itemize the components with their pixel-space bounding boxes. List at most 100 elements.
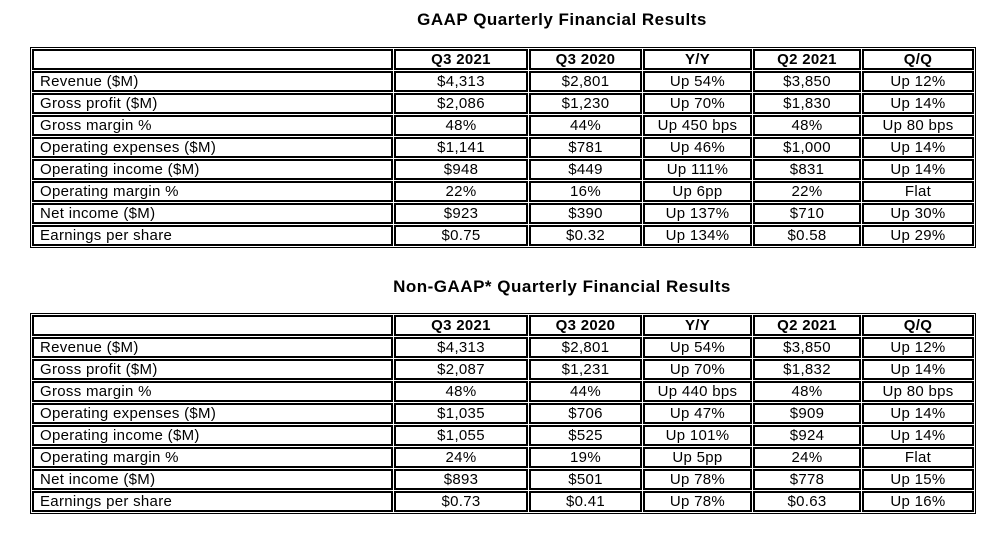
cell-value: Up 101% bbox=[643, 425, 752, 446]
cell-value: $0.58 bbox=[753, 225, 861, 246]
cell-value: $1,230 bbox=[529, 93, 642, 114]
table-row: Operating income ($M) $1,055 $525 Up 101% $9… bbox=[32, 425, 974, 446]
cell-value: 44% bbox=[529, 115, 642, 136]
cell-value: Up 12% bbox=[862, 71, 974, 92]
header-row: Q3 2021 Q3 2020 Y/Y Q2 2021 Q/Q bbox=[32, 315, 974, 336]
cell-value: $1,231 bbox=[529, 359, 642, 380]
cell-value: $0.32 bbox=[529, 225, 642, 246]
table-row: Net income ($M) $893 $501 Up 78% $778 Up 15% bbox=[32, 469, 974, 490]
cell-value: $1,055 bbox=[394, 425, 528, 446]
cell-value: 48% bbox=[394, 115, 528, 136]
cell-value: $390 bbox=[529, 203, 642, 224]
column-header: Q3 2020 bbox=[529, 315, 642, 336]
cell-value: $4,313 bbox=[394, 337, 528, 358]
row-label: Gross margin % bbox=[32, 115, 393, 136]
table-row: Revenue ($M) $4,313 $2,801 Up 54% $3,850 Up 1… bbox=[32, 337, 974, 358]
column-header: Q3 2021 bbox=[394, 315, 528, 336]
column-header: Q/Q bbox=[862, 315, 974, 336]
cell-value: $525 bbox=[529, 425, 642, 446]
cell-value: $0.41 bbox=[529, 491, 642, 512]
table-row: Gross profit ($M) $2,086 $1,230 Up 70% $1,83… bbox=[32, 93, 974, 114]
cell-value: Up 70% bbox=[643, 93, 752, 114]
cell-value: $909 bbox=[753, 403, 861, 424]
cell-value: Up 54% bbox=[643, 337, 752, 358]
row-label-header bbox=[32, 315, 393, 336]
cell-value: Up 47% bbox=[643, 403, 752, 424]
row-label: Earnings per share bbox=[32, 491, 393, 512]
row-label: Operating margin % bbox=[32, 447, 393, 468]
cell-value: $2,087 bbox=[394, 359, 528, 380]
table-row: Gross margin % 48% 44% Up 450 bps 48% Up 80 b… bbox=[32, 115, 974, 136]
table-row: Gross profit ($M) $2,087 $1,231 Up 70% $1,83… bbox=[32, 359, 974, 380]
cell-value: Up 29% bbox=[862, 225, 974, 246]
cell-value: Up 12% bbox=[862, 337, 974, 358]
cell-value: Up 70% bbox=[643, 359, 752, 380]
cell-value: $1,832 bbox=[753, 359, 861, 380]
row-label: Revenue ($M) bbox=[32, 71, 393, 92]
cell-value: Up 30% bbox=[862, 203, 974, 224]
cell-value: Up 450 bps bbox=[643, 115, 752, 136]
row-label: Operating margin % bbox=[32, 181, 393, 202]
cell-value: 44% bbox=[529, 381, 642, 402]
cell-value: Up 14% bbox=[862, 93, 974, 114]
cell-value: $3,850 bbox=[753, 71, 861, 92]
cell-value: Up 137% bbox=[643, 203, 752, 224]
row-label: Operating expenses ($M) bbox=[32, 403, 393, 424]
cell-value: $710 bbox=[753, 203, 861, 224]
column-header: Y/Y bbox=[643, 315, 752, 336]
row-label: Operating income ($M) bbox=[32, 159, 393, 180]
cell-value: $1,830 bbox=[753, 93, 861, 114]
table-row: Earnings per share $0.75 $0.32 Up 134% $0.58… bbox=[32, 225, 974, 246]
cell-value: Up 14% bbox=[862, 425, 974, 446]
cell-value: 48% bbox=[753, 115, 861, 136]
cell-value: $0.73 bbox=[394, 491, 528, 512]
cell-value: $3,850 bbox=[753, 337, 861, 358]
row-label: Net income ($M) bbox=[32, 203, 393, 224]
column-header: Q3 2021 bbox=[394, 49, 528, 70]
row-label: Operating income ($M) bbox=[32, 425, 393, 446]
cell-value: Up 14% bbox=[862, 159, 974, 180]
cell-value: Flat bbox=[862, 447, 974, 468]
cell-value: 19% bbox=[529, 447, 642, 468]
table-row: Operating margin % 22% 16% Up 6pp 22% Flat bbox=[32, 181, 974, 202]
cell-value: $2,086 bbox=[394, 93, 528, 114]
cell-value: Up 134% bbox=[643, 225, 752, 246]
cell-value: $0.63 bbox=[753, 491, 861, 512]
cell-value: $1,141 bbox=[394, 137, 528, 158]
row-label: Gross profit ($M) bbox=[32, 359, 393, 380]
table-row: Operating expenses ($M) $1,141 $781 Up 46% $… bbox=[32, 137, 974, 158]
cell-value: Up 80 bps bbox=[862, 381, 974, 402]
cell-value: $893 bbox=[394, 469, 528, 490]
cell-value: $923 bbox=[394, 203, 528, 224]
cell-value: Up 54% bbox=[643, 71, 752, 92]
cell-value: $1,035 bbox=[394, 403, 528, 424]
column-header: Y/Y bbox=[643, 49, 752, 70]
cell-value: Up 6pp bbox=[643, 181, 752, 202]
row-label: Operating expenses ($M) bbox=[32, 137, 393, 158]
column-header: Q/Q bbox=[862, 49, 974, 70]
cell-value: Up 78% bbox=[643, 469, 752, 490]
cell-value: Up 14% bbox=[862, 359, 974, 380]
cell-value: 24% bbox=[753, 447, 861, 468]
cell-value: Up 5pp bbox=[643, 447, 752, 468]
column-header: Q2 2021 bbox=[753, 315, 861, 336]
cell-value: $501 bbox=[529, 469, 642, 490]
row-label-header bbox=[32, 49, 393, 70]
cell-value: $449 bbox=[529, 159, 642, 180]
cell-value: 22% bbox=[753, 181, 861, 202]
cell-value: $0.75 bbox=[394, 225, 528, 246]
cell-value: Up 440 bps bbox=[643, 381, 752, 402]
cell-value: 24% bbox=[394, 447, 528, 468]
cell-value: $948 bbox=[394, 159, 528, 180]
cell-value: $706 bbox=[529, 403, 642, 424]
cell-value: Up 78% bbox=[643, 491, 752, 512]
cell-value: $924 bbox=[753, 425, 861, 446]
table-row: Earnings per share $0.73 $0.41 Up 78% $0.63 U… bbox=[32, 491, 974, 512]
cell-value: $831 bbox=[753, 159, 861, 180]
cell-value: $778 bbox=[753, 469, 861, 490]
cell-value: Up 16% bbox=[862, 491, 974, 512]
row-label: Revenue ($M) bbox=[32, 337, 393, 358]
cell-value: $2,801 bbox=[529, 71, 642, 92]
cell-value: $1,000 bbox=[753, 137, 861, 158]
table-row: Revenue ($M) $4,313 $2,801 Up 54% $3,850 Up 1… bbox=[32, 71, 974, 92]
